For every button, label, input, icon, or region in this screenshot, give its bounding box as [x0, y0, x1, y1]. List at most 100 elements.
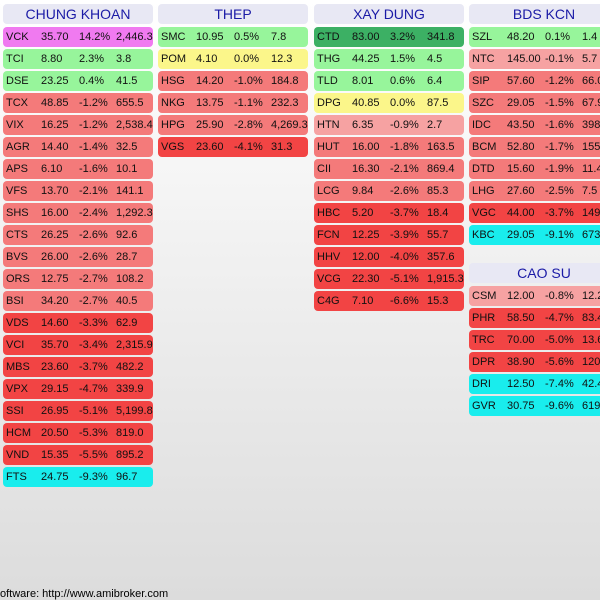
- price-value: 16.00: [41, 207, 69, 219]
- stock-row-aps[interactable]: APS 6.10 -1.6% 10.1: [3, 159, 153, 179]
- stock-row-fcn[interactable]: FCN 12.25 -3.9% 55.7: [314, 225, 464, 245]
- stock-row-sip[interactable]: SIP 57.60 -1.2% 66.0: [469, 71, 600, 91]
- stock-row-szl[interactable]: SZL 48.20 0.1% 1.4: [469, 27, 600, 47]
- volume-value: 7.8: [271, 31, 287, 43]
- volume-value: 6.4: [427, 75, 443, 87]
- ticker-label: VCK: [6, 31, 29, 43]
- change-percent: -1.4%: [79, 141, 108, 153]
- stock-row-bcm[interactable]: BCM 52.80 -1.7% 155: [469, 137, 600, 157]
- price-value: 4.10: [196, 53, 218, 65]
- stock-row-vfs[interactable]: VFS 13.70 -2.1% 141.1: [3, 181, 153, 201]
- price-value: 23.25: [41, 75, 69, 87]
- panel-xay-dung: XAY DUNG CTD 83.00 3.2% 341.8 THG 44.25 1.5% 4.…: [314, 4, 464, 313]
- stock-row-hbc[interactable]: HBC 5.20 -3.7% 18.4: [314, 203, 464, 223]
- change-percent: -4.7%: [79, 383, 108, 395]
- stock-row-dri[interactable]: DRI 12.50 -7.4% 42.4: [469, 374, 600, 394]
- panel-rows: CTD 83.00 3.2% 341.8 THG 44.25 1.5% 4.5 TLD 8.01 0…: [314, 27, 464, 311]
- change-percent: 14.2%: [79, 31, 111, 43]
- volume-value: 155: [582, 141, 600, 153]
- stock-row-vnd[interactable]: VND 15.35 -5.5% 895.2: [3, 445, 153, 465]
- stock-row-csm[interactable]: CSM 12.00 -0.8% 12.2: [469, 286, 600, 306]
- stock-row-shs[interactable]: SHS 16.00 -2.4% 1,292.3: [3, 203, 153, 223]
- ticker-label: MBS: [6, 361, 30, 373]
- volume-value: 2,446.3: [116, 31, 153, 43]
- panel-thep: THEP SMC 10.95 0.5% 7.8 POM 4.10 0.0% 12.3 HSG 14…: [158, 4, 308, 159]
- change-percent: 0.6%: [390, 75, 416, 87]
- stock-row-szc[interactable]: SZC 29.05 -1.5% 67.9: [469, 93, 600, 113]
- ticker-label: SSI: [6, 405, 24, 417]
- panel-title-thep: THEP: [158, 4, 308, 24]
- panel-rows: CSM 12.00 -0.8% 12.2 PHR 58.50 -4.7% 83.4 TRC 70.…: [469, 286, 600, 416]
- change-percent: -4.7%: [545, 312, 574, 324]
- stock-row-bvs[interactable]: BVS 26.00 -2.6% 28.7: [3, 247, 153, 267]
- change-percent: -2.7%: [79, 295, 108, 307]
- change-percent: -1.5%: [545, 97, 574, 109]
- stock-row-ctd[interactable]: CTD 83.00 3.2% 341.8: [314, 27, 464, 47]
- stock-row-hhv[interactable]: HHV 12.00 -4.0% 357.6: [314, 247, 464, 267]
- stock-row-lhg[interactable]: LHG 27.60 -2.5% 7.5: [469, 181, 600, 201]
- price-value: 52.80: [507, 141, 535, 153]
- change-percent: 0.4%: [79, 75, 105, 87]
- volume-value: 339.9: [116, 383, 144, 395]
- stock-row-phr[interactable]: PHR 58.50 -4.7% 83.4: [469, 308, 600, 328]
- ticker-label: TLD: [317, 75, 338, 87]
- ticker-label: DPR: [472, 356, 496, 368]
- stock-row-trc[interactable]: TRC 70.00 -5.0% 13.6: [469, 330, 600, 350]
- stock-row-ors[interactable]: ORS 12.75 -2.7% 108.2: [3, 269, 153, 289]
- volume-value: 31.3: [271, 141, 293, 153]
- stock-row-vpx[interactable]: VPX 29.15 -4.7% 339.9: [3, 379, 153, 399]
- stock-row-vds[interactable]: VDS 14.60 -3.3% 62.9: [3, 313, 153, 333]
- stock-row-tci[interactable]: TCI 8.80 2.3% 3.8: [3, 49, 153, 69]
- ticker-label: NKG: [161, 97, 185, 109]
- stock-row-vix[interactable]: VIX 16.25 -1.2% 2,538.4: [3, 115, 153, 135]
- stock-row-dtd[interactable]: DTD 15.60 -1.9% 11.4: [469, 159, 600, 179]
- stock-row-kbc[interactable]: KBC 29.05 -9.1% 673: [469, 225, 600, 245]
- stock-row-dpr[interactable]: DPR 38.90 -5.6% 120: [469, 352, 600, 372]
- stock-row-vcg[interactable]: VCG 22.30 -5.1% 1,915.3: [314, 269, 464, 289]
- stock-row-c4g[interactable]: C4G 7.10 -6.6% 15.3: [314, 291, 464, 311]
- price-value: 29.05: [507, 97, 535, 109]
- change-percent: -2.6%: [390, 185, 419, 197]
- ticker-label: HSG: [161, 75, 185, 87]
- price-value: 43.50: [507, 119, 535, 131]
- stock-row-vgs[interactable]: VGS 23.60 -4.1% 31.3: [158, 137, 308, 157]
- stock-row-hpg[interactable]: HPG 25.90 -2.8% 4,269.3: [158, 115, 308, 135]
- stock-row-smc[interactable]: SMC 10.95 0.5% 7.8: [158, 27, 308, 47]
- change-percent: -5.5%: [79, 449, 108, 461]
- price-value: 6.10: [41, 163, 63, 175]
- stock-row-tld[interactable]: TLD 8.01 0.6% 6.4: [314, 71, 464, 91]
- stock-row-hcm[interactable]: HCM 20.50 -5.3% 819.0: [3, 423, 153, 443]
- stock-row-vgc[interactable]: VGC 44.00 -3.7% 149: [469, 203, 600, 223]
- stock-row-dpg[interactable]: DPG 40.85 0.0% 87.5: [314, 93, 464, 113]
- stock-row-ntc[interactable]: NTC 145.00 -0.1% 5.7: [469, 49, 600, 69]
- stock-row-ssi[interactable]: SSI 26.95 -5.1% 5,199.8: [3, 401, 153, 421]
- stock-row-bsi[interactable]: BSI 34.20 -2.7% 40.5: [3, 291, 153, 311]
- stock-row-nkg[interactable]: NKG 13.75 -1.1% 232.3: [158, 93, 308, 113]
- ticker-label: CTD: [317, 31, 340, 43]
- ticker-label: VFS: [6, 185, 28, 197]
- stock-row-htn[interactable]: HTN 6.35 -0.9% 2.7: [314, 115, 464, 135]
- stock-row-pom[interactable]: POM 4.10 0.0% 12.3: [158, 49, 308, 69]
- volume-value: 895.2: [116, 449, 144, 461]
- volume-value: 2,538.4: [116, 119, 153, 131]
- stock-row-thg[interactable]: THG 44.25 1.5% 4.5: [314, 49, 464, 69]
- stock-row-vck[interactable]: VCK 35.70 14.2% 2,446.3: [3, 27, 153, 47]
- stock-row-vci[interactable]: VCI 35.70 -3.4% 2,315.9: [3, 335, 153, 355]
- stock-row-idc[interactable]: IDC 43.50 -1.6% 398: [469, 115, 600, 135]
- stock-row-cts[interactable]: CTS 26.25 -2.6% 92.6: [3, 225, 153, 245]
- stock-row-cii[interactable]: CII 16.30 -2.1% 869.4: [314, 159, 464, 179]
- stock-row-tcx[interactable]: TCX 48.85 -1.2% 655.5: [3, 93, 153, 113]
- stock-row-mbs[interactable]: MBS 23.60 -3.7% 482.2: [3, 357, 153, 377]
- volume-value: 673: [582, 229, 600, 241]
- stock-row-gvr[interactable]: GVR 30.75 -9.6% 619: [469, 396, 600, 416]
- price-value: 16.25: [41, 119, 69, 131]
- change-percent: -3.7%: [79, 361, 108, 373]
- stock-row-dse[interactable]: DSE 23.25 0.4% 41.5: [3, 71, 153, 91]
- stock-row-hut[interactable]: HUT 16.00 -1.8% 163.5: [314, 137, 464, 157]
- stock-row-lcg[interactable]: LCG 9.84 -2.6% 85.3: [314, 181, 464, 201]
- stock-row-fts[interactable]: FTS 24.75 -9.3% 96.7: [3, 467, 153, 487]
- volume-value: 10.1: [116, 163, 138, 175]
- stock-row-hsg[interactable]: HSG 14.20 -1.0% 184.8: [158, 71, 308, 91]
- change-percent: -5.1%: [79, 405, 108, 417]
- stock-row-agr[interactable]: AGR 14.40 -1.4% 32.5: [3, 137, 153, 157]
